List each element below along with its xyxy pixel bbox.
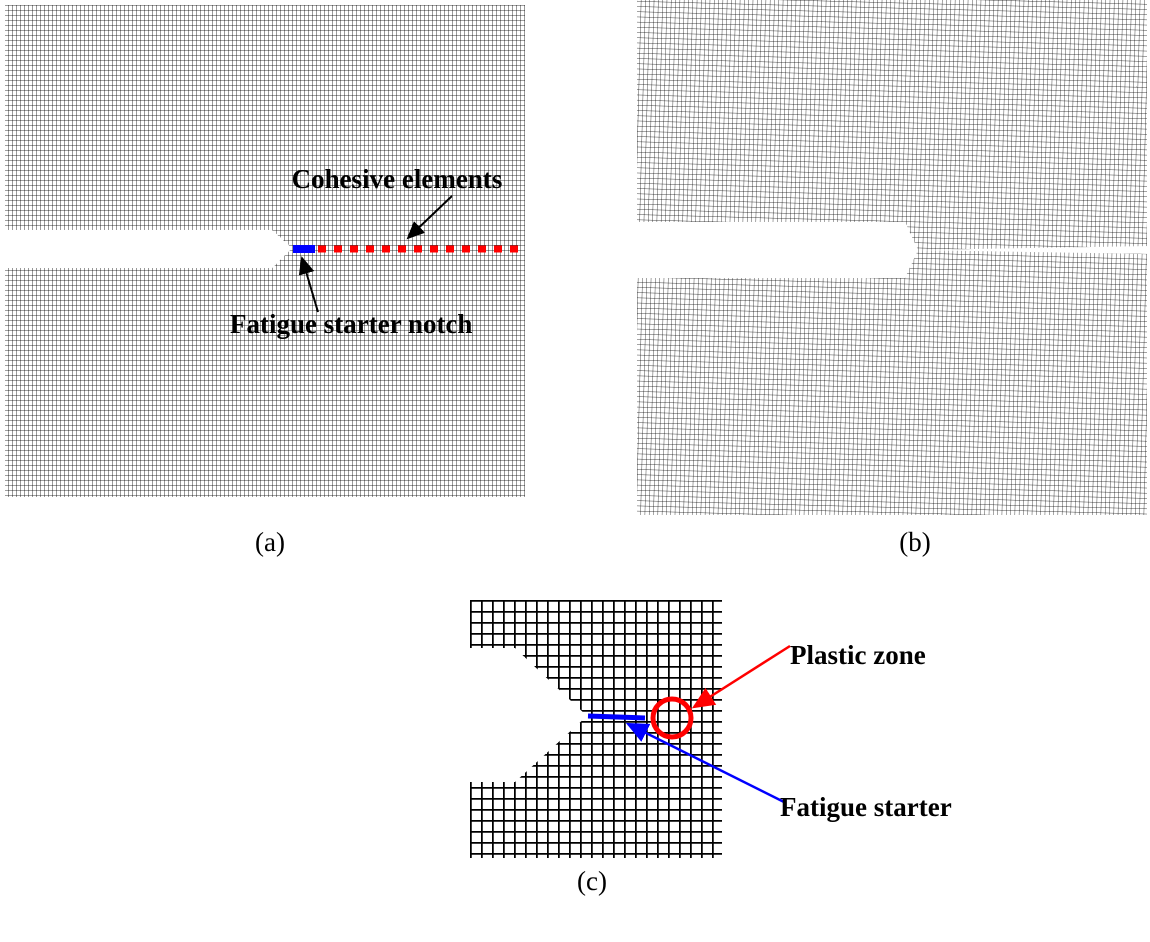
annotation: Fatigue starter notch bbox=[230, 309, 472, 339]
annotation: Fatigue starter bbox=[780, 792, 952, 822]
notch bbox=[0, 230, 292, 268]
panel-label: (b) bbox=[899, 527, 930, 557]
panel-label: (a) bbox=[255, 527, 285, 557]
fatigue-starter bbox=[588, 716, 645, 718]
panel-label: (c) bbox=[577, 866, 607, 896]
panel-b: (b) bbox=[630, 0, 1150, 557]
figure: Cohesive elements Fatigue starter notch … bbox=[0, 0, 1150, 942]
annotation: Plastic zone bbox=[790, 640, 926, 670]
panel-a: Cohesive elements Fatigue starter notch … bbox=[0, 5, 525, 557]
fatigue-starter bbox=[293, 245, 315, 253]
notch bbox=[630, 222, 918, 278]
panel-c: Plastic zone Fatigue starter (c) bbox=[465, 600, 952, 896]
annotation: Cohesive elements bbox=[292, 164, 503, 194]
